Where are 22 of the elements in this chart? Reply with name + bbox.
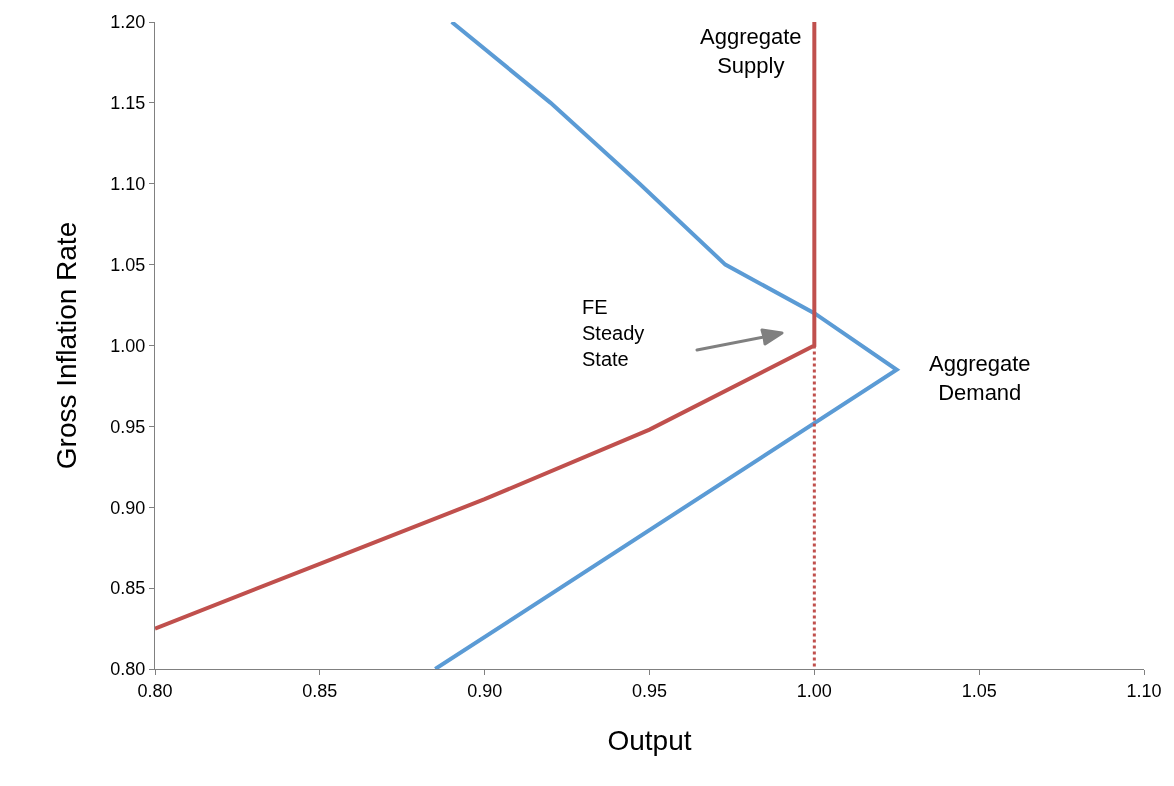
y-tick-label: 0.95 xyxy=(110,416,146,437)
y-tick-label: 1.00 xyxy=(110,335,146,356)
series-label: Aggregate Supply xyxy=(700,24,802,78)
x-tick-label: 0.95 xyxy=(631,680,668,701)
y-tick-label: 1.15 xyxy=(110,93,146,114)
x-tick-label: 0.85 xyxy=(302,680,338,701)
x-tick-label: 1.05 xyxy=(961,680,997,701)
line-series xyxy=(433,22,899,669)
x-tick-label: 1.10 xyxy=(1126,680,1162,701)
series-label: Aggregate Demand xyxy=(929,351,1031,405)
y-tick-label: 0.90 xyxy=(110,497,146,518)
x-axis-title: Output xyxy=(607,724,692,756)
y-tick-label: 1.05 xyxy=(110,254,146,275)
x-tick-label: 0.90 xyxy=(467,680,503,701)
y-tick-label: 0.80 xyxy=(110,659,146,680)
y-tick-label: 0.85 xyxy=(110,578,146,599)
y-tick-label: 1.10 xyxy=(110,174,146,195)
x-tick-label: 0.80 xyxy=(137,680,173,701)
y-tick-label: 1.20 xyxy=(110,12,146,33)
y-axis-title: Gross Inflation Rate xyxy=(51,221,83,470)
annotation: FE Steady State xyxy=(582,296,645,370)
x-tick-label: 1.00 xyxy=(796,680,832,701)
